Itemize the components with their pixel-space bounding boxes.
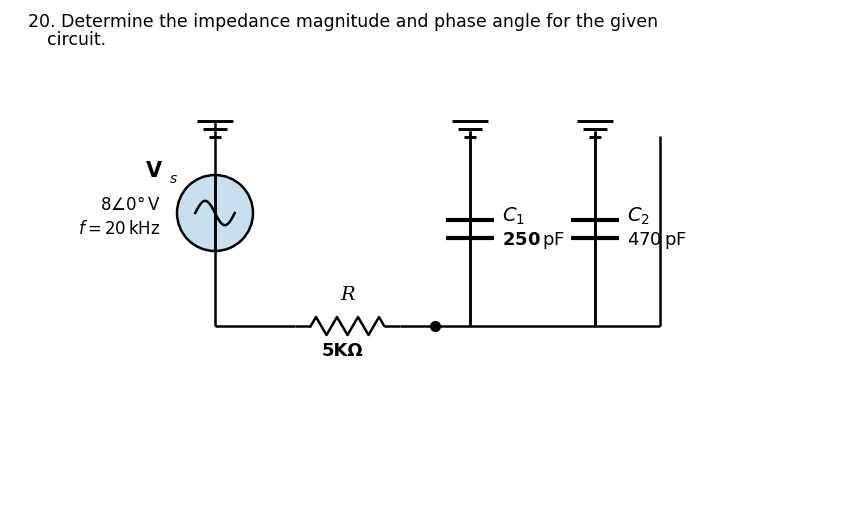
- Text: R: R: [340, 286, 354, 304]
- Text: $C_2$: $C_2$: [627, 206, 650, 227]
- Text: $8\angle0°\,\mathrm{V}$: $8\angle0°\,\mathrm{V}$: [99, 196, 160, 214]
- Text: $C_1$: $C_1$: [502, 206, 525, 227]
- Text: 5KΩ: 5KΩ: [321, 342, 363, 360]
- Text: $f = 20\,\mathrm{kHz}$: $f = 20\,\mathrm{kHz}$: [77, 220, 160, 238]
- Text: circuit.: circuit.: [47, 31, 106, 49]
- Text: $\mathbf{V}$: $\mathbf{V}$: [145, 161, 163, 181]
- Text: $470\,\mathrm{pF}$: $470\,\mathrm{pF}$: [627, 230, 687, 251]
- Text: $s$: $s$: [169, 172, 178, 186]
- Text: $\mathbf{250}$$\,\mathrm{pF}$: $\mathbf{250}$$\,\mathrm{pF}$: [502, 230, 565, 251]
- Text: 20. Determine the impedance magnitude and phase angle for the given: 20. Determine the impedance magnitude an…: [28, 13, 658, 31]
- Circle shape: [177, 175, 253, 251]
